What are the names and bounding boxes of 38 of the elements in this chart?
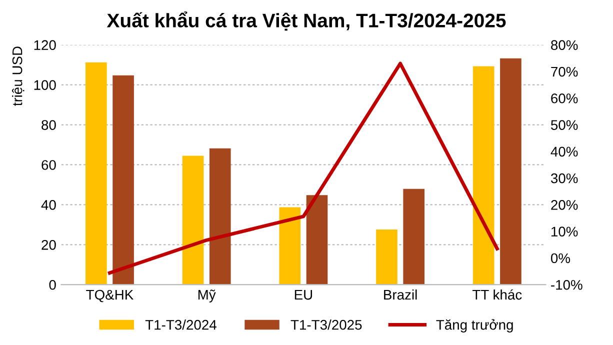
y2-tick-label: 0% (550, 253, 570, 264)
y-tick-label: 40 (41, 200, 56, 210)
y2-tick-label: 10% (551, 226, 578, 237)
y-tick-label: 20 (42, 240, 56, 250)
bar (472, 66, 494, 285)
y2-tick-label: 70% (551, 66, 578, 77)
legend-label: Tăng trưởng (436, 319, 513, 332)
y2-tick-label: 80% (551, 40, 578, 50)
y2-tick-label: 50% (550, 120, 578, 130)
y2-tick-label: 30% (550, 173, 578, 184)
legend-label: T1-T3/2024 (145, 320, 216, 330)
y2-tick-label: 20% (551, 200, 578, 210)
chart-title: Xuất khẩu cá tra Việt Nam, T1-T3/2024-2025 (106, 12, 506, 31)
y-axis-title: triệu USD (12, 46, 24, 106)
y-tick-label: 120 (34, 40, 56, 50)
y2-tick-label: -10% (551, 280, 582, 290)
bar (500, 58, 522, 285)
bar (182, 156, 204, 285)
x-tick-label: EU (294, 290, 312, 300)
x-tick-label: TQ&HK (86, 290, 134, 302)
bar (86, 62, 107, 285)
y-tick-label: 100 (34, 80, 56, 90)
bar (279, 207, 301, 285)
bar (209, 148, 231, 285)
bar (306, 195, 328, 285)
bar (403, 188, 425, 285)
y2-tick-label: 60% (551, 93, 578, 104)
bar (112, 75, 134, 285)
y-tick-label: 80 (42, 120, 56, 130)
x-tick-label: Mỹ (198, 290, 216, 302)
y-tick-label: 60 (42, 160, 56, 170)
line-series (108, 62, 499, 275)
x-tick-label: TT khác (472, 289, 522, 300)
y2-tick-label: 40% (550, 146, 578, 157)
y-tick-label: 0 (49, 280, 56, 290)
x-tick-label: Brazil (384, 289, 417, 300)
legend-label: T1-T3/2025 (290, 320, 362, 330)
bar (376, 229, 398, 285)
